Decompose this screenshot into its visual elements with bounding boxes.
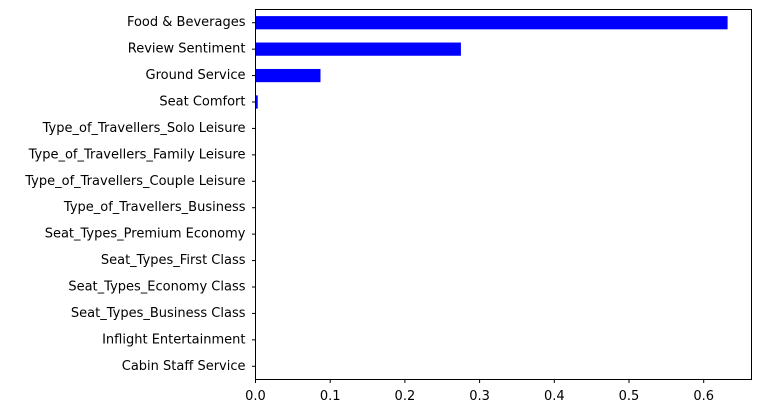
y-tick-label-11: Ground Service <box>146 68 246 83</box>
y-tick-label-4: Seat_Types_First Class <box>101 253 246 268</box>
x-tick-label-5: 0.5 <box>619 389 640 404</box>
y-tick-label-6: Type_of_Travellers_Business <box>63 200 246 215</box>
x-tick-label-1: 0.1 <box>320 389 341 404</box>
plot-frame <box>255 9 752 380</box>
y-tick-label-3: Seat_Types_Economy Class <box>68 280 245 295</box>
bars-group <box>255 16 728 109</box>
y-tick-label-2: Seat_Types_Business Class <box>71 306 246 321</box>
x-axis-ticks: 0.0 0.1 0.2 0.3 0.4 0.5 0.6 <box>245 379 714 404</box>
y-tick-label-8: Type_of_Travellers_Family Leisure <box>28 147 246 162</box>
bar-11 <box>255 68 321 83</box>
y-axis-ticks: Cabin Staff Service Inflight Entertainmen… <box>24 15 256 374</box>
y-tick-label-1: Inflight Entertainment <box>102 332 245 347</box>
x-tick-label-0: 0.0 <box>245 389 266 404</box>
x-tick-label-2: 0.2 <box>395 389 416 404</box>
x-tick-label-6: 0.6 <box>693 389 714 404</box>
y-tick-label-12: Review Sentiment <box>128 42 246 57</box>
y-tick-label-13: Food & Beverages <box>127 15 246 30</box>
y-tick-label-0: Cabin Staff Service <box>122 359 246 374</box>
x-tick-label-4: 0.4 <box>544 389 565 404</box>
bar-12 <box>255 42 461 56</box>
y-tick-label-5: Seat_Types_Premium Economy <box>45 227 246 242</box>
y-tick-label-9: Type_of_Travellers_Solo Leisure <box>42 121 246 136</box>
bar-10 <box>255 95 258 109</box>
bar-13 <box>255 16 728 30</box>
y-tick-label-7: Type_of_Travellers_Couple Leisure <box>24 174 245 189</box>
x-tick-label-3: 0.3 <box>469 389 490 404</box>
y-tick-label-10: Seat Comfort <box>159 95 245 110</box>
